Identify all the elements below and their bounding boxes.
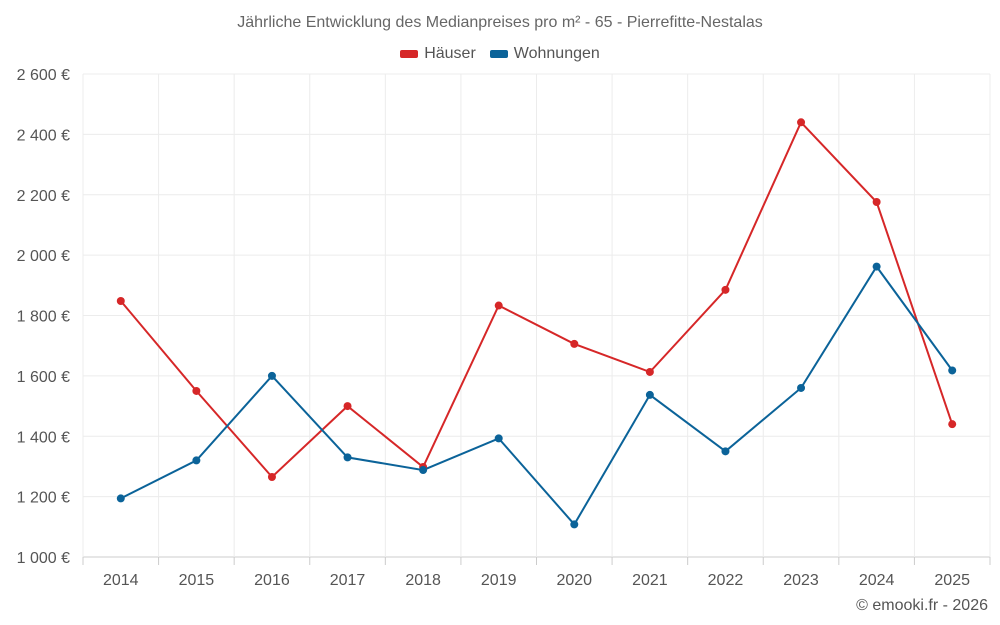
x-tick-label: 2014 bbox=[103, 572, 139, 589]
legend-swatch-haeuser bbox=[400, 50, 419, 58]
x-tick-label: 2017 bbox=[330, 572, 366, 589]
data-point-haeuser[interactable] bbox=[570, 339, 579, 348]
y-tick-label: 2 000 € bbox=[17, 248, 70, 265]
x-axis: 2014 2015 2016 2017 2018 2019 2020 2021 2022 2023… bbox=[82, 557, 991, 589]
data-point-haeuser[interactable] bbox=[645, 367, 654, 376]
x-tick-label: 2020 bbox=[556, 572, 592, 589]
data-point-wohnungen[interactable] bbox=[494, 434, 503, 443]
legend-item-haeuser[interactable]: Häuser bbox=[400, 45, 476, 63]
data-point-haeuser[interactable] bbox=[948, 420, 957, 429]
data-point-haeuser[interactable] bbox=[116, 297, 125, 306]
x-tick-label: 2018 bbox=[405, 572, 441, 589]
y-tick-label: 2 400 € bbox=[17, 127, 70, 144]
data-point-haeuser[interactable] bbox=[494, 301, 503, 310]
y-tick-label: 1 800 € bbox=[17, 309, 70, 326]
y-tick-label: 2 200 € bbox=[17, 188, 70, 205]
data-point-wohnungen[interactable] bbox=[343, 453, 352, 462]
data-point-wohnungen[interactable] bbox=[645, 390, 654, 399]
x-tick-label: 2019 bbox=[481, 572, 517, 589]
series-points bbox=[116, 118, 957, 529]
legend: Häuser Wohnungen bbox=[0, 45, 1000, 63]
legend-label-haeuser: Häuser bbox=[424, 45, 476, 62]
y-axis: 1 000 € 1 200 € 1 400 € 1 600 € 1 800 € 2 000… bbox=[17, 67, 70, 567]
y-tick-label: 1 200 € bbox=[17, 490, 70, 507]
data-point-wohnungen[interactable] bbox=[116, 494, 125, 503]
legend-item-wohnungen[interactable]: Wohnungen bbox=[489, 45, 600, 63]
data-point-haeuser[interactable] bbox=[721, 285, 730, 294]
x-tick-label: 2016 bbox=[254, 572, 290, 589]
data-point-wohnungen[interactable] bbox=[872, 262, 881, 271]
x-tick-label: 2025 bbox=[934, 572, 970, 589]
series-line-wohnungen bbox=[120, 264, 954, 527]
legend-swatch-wohnungen bbox=[489, 50, 508, 58]
y-tick-label: 2 600 € bbox=[17, 67, 70, 84]
data-point-wohnungen[interactable] bbox=[797, 383, 806, 392]
data-point-haeuser[interactable] bbox=[192, 386, 201, 395]
chart-title: Jährliche Entwicklung des Medianpreises … bbox=[237, 14, 763, 31]
x-tick-label: 2023 bbox=[783, 572, 819, 589]
y-tick-label: 1 400 € bbox=[17, 429, 70, 446]
grid-lines bbox=[82, 73, 991, 558]
data-point-wohnungen[interactable] bbox=[267, 371, 276, 380]
data-point-haeuser[interactable] bbox=[872, 197, 881, 206]
data-point-wohnungen[interactable] bbox=[570, 520, 579, 529]
x-tick-label: 2015 bbox=[179, 572, 215, 589]
data-point-wohnungen[interactable] bbox=[192, 456, 201, 465]
credit-text: © emooki.fr - 2026 bbox=[856, 597, 988, 614]
y-tick-label: 1 600 € bbox=[17, 369, 70, 386]
data-point-haeuser[interactable] bbox=[343, 402, 352, 411]
x-tick-label: 2022 bbox=[708, 572, 744, 589]
x-tick-label: 2024 bbox=[859, 572, 895, 589]
legend-label-wohnungen: Wohnungen bbox=[513, 45, 600, 62]
series-lines bbox=[120, 120, 954, 527]
y-tick-label: 1 000 € bbox=[17, 550, 70, 567]
data-point-haeuser[interactable] bbox=[797, 118, 806, 127]
data-point-wohnungen[interactable] bbox=[721, 447, 730, 456]
x-tick-label: 2021 bbox=[632, 572, 668, 589]
data-point-haeuser[interactable] bbox=[267, 473, 276, 482]
data-point-wohnungen[interactable] bbox=[419, 466, 428, 475]
series-line-haeuser bbox=[120, 120, 954, 479]
data-point-wohnungen[interactable] bbox=[948, 366, 957, 375]
